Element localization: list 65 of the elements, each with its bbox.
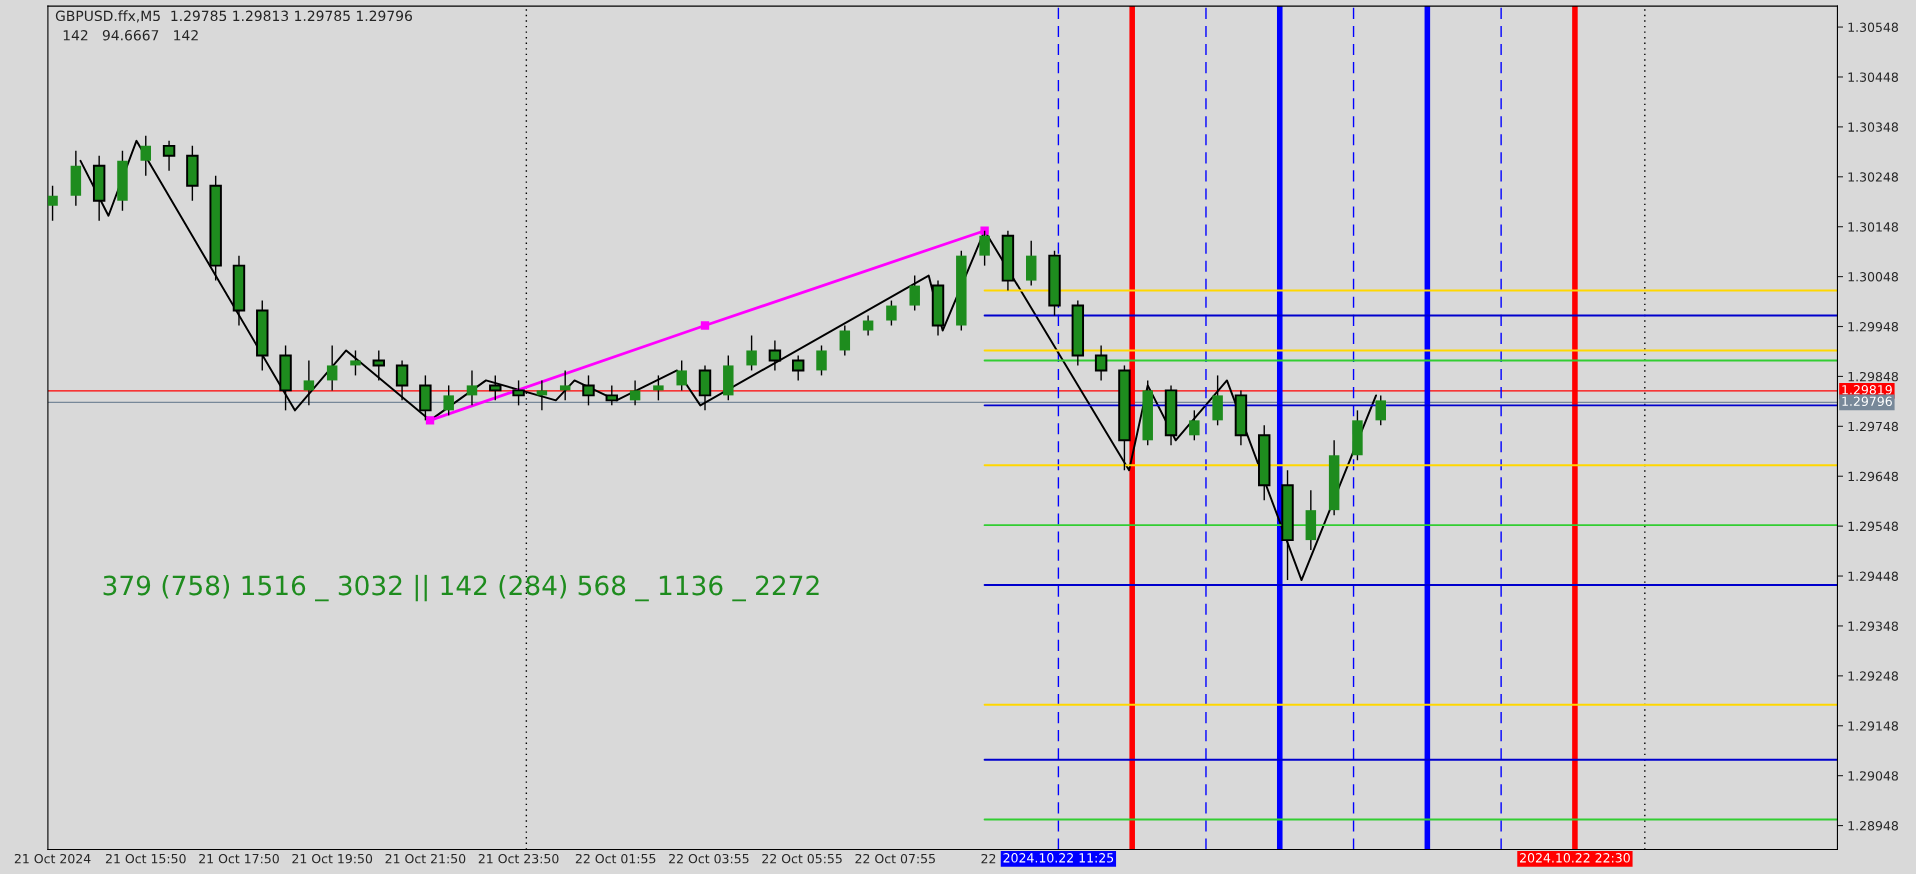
candlestick [768, 339, 782, 372]
x-tick-label: 22 Oct 07:55 [855, 853, 935, 864]
candlestick [372, 349, 385, 382]
y-tick-label: 1.30348 [1848, 122, 1898, 132]
candlestick [162, 140, 176, 172]
candlestick [1094, 344, 1108, 382]
candlestick [862, 314, 874, 337]
x-tick-label: 21 Oct 21:50 [385, 853, 466, 864]
x-tick-label: 22 Oct 01:55 [575, 853, 656, 864]
candlestick [582, 374, 595, 407]
candlestick [886, 299, 897, 327]
point [425, 416, 435, 425]
x-tick-label: 22 Oct 03:55 [669, 853, 749, 864]
ref-line-label: 1.29796 [1842, 396, 1892, 406]
y-tick-label: 1.29148 [1848, 721, 1898, 731]
x-tick-label: 21 Oct 23:50 [478, 853, 559, 864]
y-tick-label: 1.29348 [1848, 621, 1898, 631]
x-tick-label: 21 Oct 15:50 [105, 853, 186, 864]
y-tick-label: 1.29748 [1848, 421, 1898, 432]
y-tick-label: 1.29548 [1848, 521, 1898, 532]
candlestick [839, 324, 851, 357]
ref-line-label: 2024.10.22 11:25 [1003, 853, 1114, 863]
annotation: 379 (758) 1516 _ 3032 || 142 (284) 568 _ 1136 _ 2272 [103, 574, 819, 602]
candlestick [489, 374, 502, 402]
candlestick [676, 359, 687, 392]
candlestick [303, 359, 315, 407]
candlestick [605, 384, 619, 407]
point [700, 321, 710, 330]
ref-line-label: 1.29819 [1842, 385, 1892, 395]
x-tick-label: 22 [981, 853, 996, 864]
x-tick-label: 21 Oct 2024 [14, 853, 91, 864]
y-tick-label: 1.29448 [1848, 571, 1898, 581]
candlestick [653, 374, 664, 402]
y-tick-label: 1.30148 [1848, 222, 1898, 232]
candlestick [559, 369, 571, 402]
x-tick-label: 22 Oct 05:55 [762, 853, 842, 864]
candlestick [791, 354, 805, 382]
y-tick-label: 1.29048 [1848, 771, 1898, 781]
y-tick-label: 1.30548 [1848, 22, 1898, 33]
point [980, 226, 989, 235]
candlestick [746, 334, 757, 372]
candlestick [443, 384, 454, 417]
y-tick-label: 1.29648 [1848, 471, 1898, 482]
candlestick [395, 359, 409, 402]
y-tick-label: 1.30448 [1848, 72, 1898, 82]
y-tick-label: 1.30048 [1848, 272, 1898, 282]
y-tick-label: 1.29248 [1848, 671, 1898, 681]
x-tick-label: 21 Oct 17:50 [199, 853, 279, 864]
candlestick [350, 349, 361, 377]
candlestick [816, 344, 827, 377]
candlestick [909, 274, 920, 312]
annotation: 142 94.6667 142 [63, 29, 198, 41]
candlestick [326, 344, 338, 392]
y-tick-label: 1.28948 [1848, 821, 1898, 831]
x-tick-label: 21 Oct 19:50 [292, 853, 373, 864]
y-tick-label: 1.29948 [1848, 321, 1898, 332]
candlestick [466, 369, 478, 407]
ref-line-label: 2024.10.22 22:30 [1520, 853, 1630, 863]
y-tick-label: 1.29848 [1848, 371, 1898, 382]
chart-title: GBPUSD.ffx,M5 1.29785 1.29813 1.29785 1.29796 [55, 10, 412, 23]
candlestick [629, 379, 641, 407]
y-tick-label: 1.30248 [1848, 172, 1898, 182]
candlestick [1189, 409, 1200, 441]
candlestick [536, 379, 548, 412]
candlestick [979, 229, 990, 267]
